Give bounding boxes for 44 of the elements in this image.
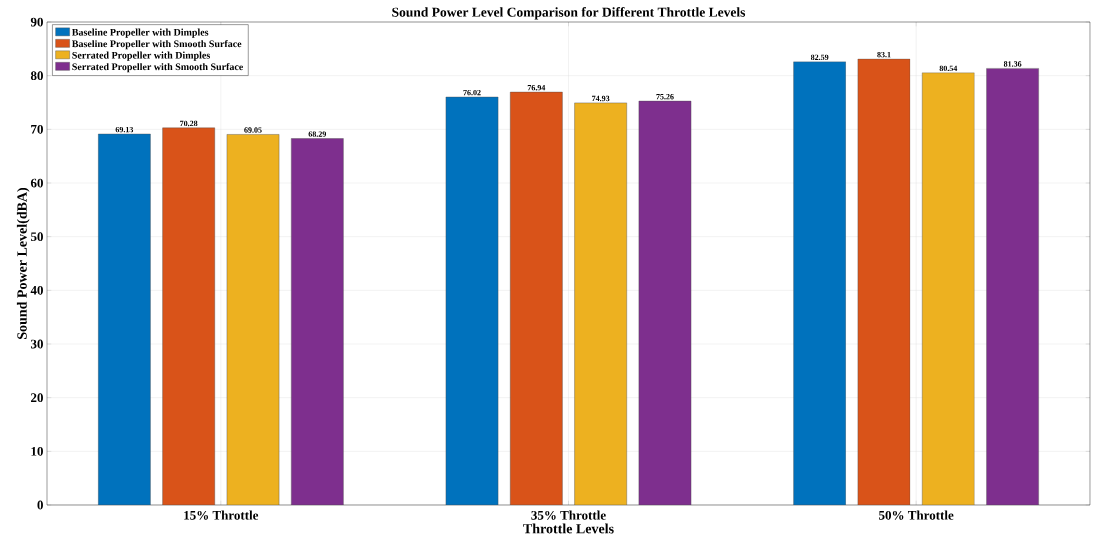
- data-label: 81.36: [1003, 61, 1022, 67]
- bar: [922, 72, 975, 505]
- bar: [793, 61, 846, 505]
- data-label: 83.1: [877, 51, 891, 58]
- legend-label: Serrated Propeller with Dimples: [72, 51, 210, 61]
- data-label: 74.93: [592, 95, 610, 102]
- bar: [574, 102, 627, 505]
- x-tick-label: 50% Throttle: [879, 510, 954, 520]
- y-tick-label: 40: [30, 285, 43, 295]
- bar: [291, 138, 344, 505]
- legend-label: Baseline Propeller with Smooth Surface: [71, 40, 242, 50]
- y-tick-label: 90: [30, 17, 43, 27]
- data-label: 82.59: [810, 54, 829, 61]
- x-tick-label: 15% Throttle: [184, 510, 259, 520]
- y-tick-label: 20: [31, 393, 43, 403]
- chart-title: Sound Power Level Comparison for Different Throttle Levels: [392, 7, 746, 20]
- y-tick-label: 0: [37, 500, 43, 510]
- y-axis-title: Sound Power Level(dBA): [16, 187, 30, 339]
- data-label: 80.54: [939, 65, 958, 72]
- data-label: 75.26: [656, 94, 674, 100]
- y-tick-label: 60: [30, 178, 43, 188]
- data-label: 76.94: [527, 84, 546, 91]
- data-label: 70.28: [180, 120, 198, 127]
- data-label: 76.02: [463, 89, 481, 96]
- bar: [445, 96, 499, 505]
- x-axis-title: Throttle Levels: [523, 523, 614, 534]
- bar: [226, 134, 280, 505]
- y-tick-label: 50: [30, 232, 43, 242]
- legend-label: Serrated Propeller with Smooth Surface: [72, 63, 244, 73]
- data-label: 68.29: [308, 131, 327, 137]
- y-tick-label: 30: [30, 339, 43, 349]
- bar: [162, 127, 215, 505]
- bar: [98, 133, 151, 505]
- bar: [986, 68, 1039, 505]
- y-tick-label: 10: [31, 446, 43, 456]
- legend-label: Baseline Propeller with Dimples: [71, 28, 209, 38]
- data-label: 69.05: [244, 127, 262, 133]
- bar: [638, 100, 692, 505]
- x-tick-label: 35% Throttle: [531, 510, 606, 520]
- y-tick-label: 70: [31, 124, 43, 134]
- y-tick-label: 80: [30, 71, 43, 81]
- bar: [857, 58, 911, 505]
- bar: [510, 91, 563, 505]
- data-label: 69.13: [115, 126, 134, 133]
